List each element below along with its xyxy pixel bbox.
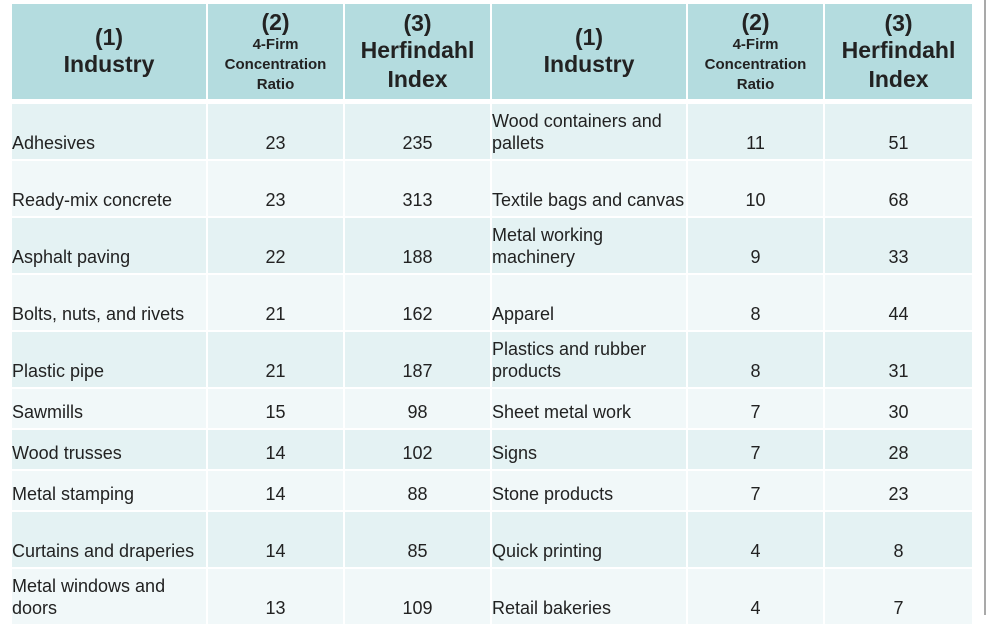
table-row: Ready-mix concrete 23 313 Textile bags a… [10,159,974,218]
industry-cell: Signs [490,428,688,471]
hhi-cell: 68 [823,159,974,218]
table-row: Metal windows and doors 13 109 Retail ba… [10,567,974,626]
hhi-cell: 23 [823,469,974,512]
hhi-cell: 33 [823,216,974,275]
header-industry-right: (1) Industry [490,2,688,104]
hhi-cell: 187 [343,330,492,389]
cr4-cell: 14 [206,469,345,512]
header-number: (3) [884,9,913,36]
cr4-cell: 4 [686,510,825,569]
header-label: Herfindahl Index [360,36,475,92]
hhi-cell: 31 [823,330,974,389]
cr4-cell: 8 [686,330,825,389]
header-label: 4-Firm Concentration Ratio [704,35,807,93]
cr4-cell: 22 [206,216,345,275]
cr4-cell: 10 [686,159,825,218]
industry-cell: Asphalt paving [10,216,208,275]
header-label: Industry [543,51,635,77]
hhi-cell: 7 [823,567,974,626]
header-industry-left: (1) Industry [10,2,208,104]
hhi-cell: 102 [343,428,492,471]
industry-cell: Stone products [490,469,688,512]
table-row: Metal stamping 14 88 Stone products 7 23 [10,469,974,512]
cr4-cell: 7 [686,387,825,430]
hhi-cell: 235 [343,100,492,161]
cr4-cell: 7 [686,469,825,512]
industry-cell: Sawmills [10,387,208,430]
industry-cell: Apparel [490,273,688,332]
cr4-cell: 11 [686,100,825,161]
header-label: Herfindahl Index [841,36,956,92]
header-number: (2) [261,8,290,35]
industry-cell: Sheet metal work [490,387,688,430]
industry-cell: Metal stamping [10,469,208,512]
header-cr4-right: (2) 4-Firm Concentration Ratio [686,2,825,104]
table-row: Plastic pipe 21 187 Plastics and rubber … [10,330,974,389]
industry-cell: Quick printing [490,510,688,569]
header-cr4-left: (2) 4-Firm Concentration Ratio [206,2,345,104]
industry-cell: Ready-mix concrete [10,159,208,218]
industry-cell: Wood trusses [10,428,208,471]
header-hhi-left: (3) Herfindahl Index [343,2,492,104]
cr4-cell: 14 [206,428,345,471]
cr4-cell: 13 [206,567,345,626]
table-row: Wood trusses 14 102 Signs 7 28 [10,428,974,471]
cr4-cell: 23 [206,100,345,161]
table-row: Curtains and draperies 14 85 Quick print… [10,510,974,569]
cr4-cell: 15 [206,387,345,430]
cr4-cell: 21 [206,330,345,389]
industry-cell: Plastic pipe [10,330,208,389]
header-label: 4-Firm Concentration Ratio [224,35,327,93]
header-number: (1) [94,24,124,50]
hhi-cell: 313 [343,159,492,218]
cr4-cell: 8 [686,273,825,332]
cr4-cell: 9 [686,216,825,275]
hhi-cell: 30 [823,387,974,430]
cr4-cell: 14 [206,510,345,569]
industry-cell: Plastics and rubber products [490,330,688,389]
industry-cell: Wood containers and pallets [490,100,688,161]
industry-cell: Bolts, nuts, and rivets [10,273,208,332]
industry-cell: Metal windows and doors [10,567,208,626]
header-row: (1) Industry (2) 4-Firm Concentration Ra… [10,2,974,104]
hhi-cell: 98 [343,387,492,430]
hhi-cell: 28 [823,428,974,471]
table-row: Asphalt paving 22 188 Metal working mach… [10,216,974,275]
slide-edge-divider [984,0,986,615]
hhi-cell: 162 [343,273,492,332]
header-number: (3) [403,9,432,36]
concentration-table: (1) Industry (2) 4-Firm Concentration Ra… [10,2,974,626]
hhi-cell: 44 [823,273,974,332]
table-row: Adhesives 23 235 Wood containers and pal… [10,100,974,161]
hhi-cell: 88 [343,469,492,512]
industry-cell: Metal working machinery [490,216,688,275]
hhi-cell: 8 [823,510,974,569]
cr4-cell: 21 [206,273,345,332]
industry-cell: Retail bakeries [490,567,688,626]
cr4-cell: 7 [686,428,825,471]
table-row: Bolts, nuts, and rivets 21 162 Apparel 8… [10,273,974,332]
cr4-cell: 23 [206,159,345,218]
hhi-cell: 51 [823,100,974,161]
hhi-cell: 85 [343,510,492,569]
table-row: Sawmills 15 98 Sheet metal work 7 30 [10,387,974,430]
header-number: (2) [741,8,770,35]
industry-cell: Curtains and draperies [10,510,208,569]
header-label: Industry [63,51,155,77]
industry-cell: Adhesives [10,100,208,161]
hhi-cell: 188 [343,216,492,275]
cr4-cell: 4 [686,567,825,626]
hhi-cell: 109 [343,567,492,626]
industry-cell: Textile bags and canvas [490,159,688,218]
header-number: (1) [574,24,604,50]
header-hhi-right: (3) Herfindahl Index [823,2,974,104]
